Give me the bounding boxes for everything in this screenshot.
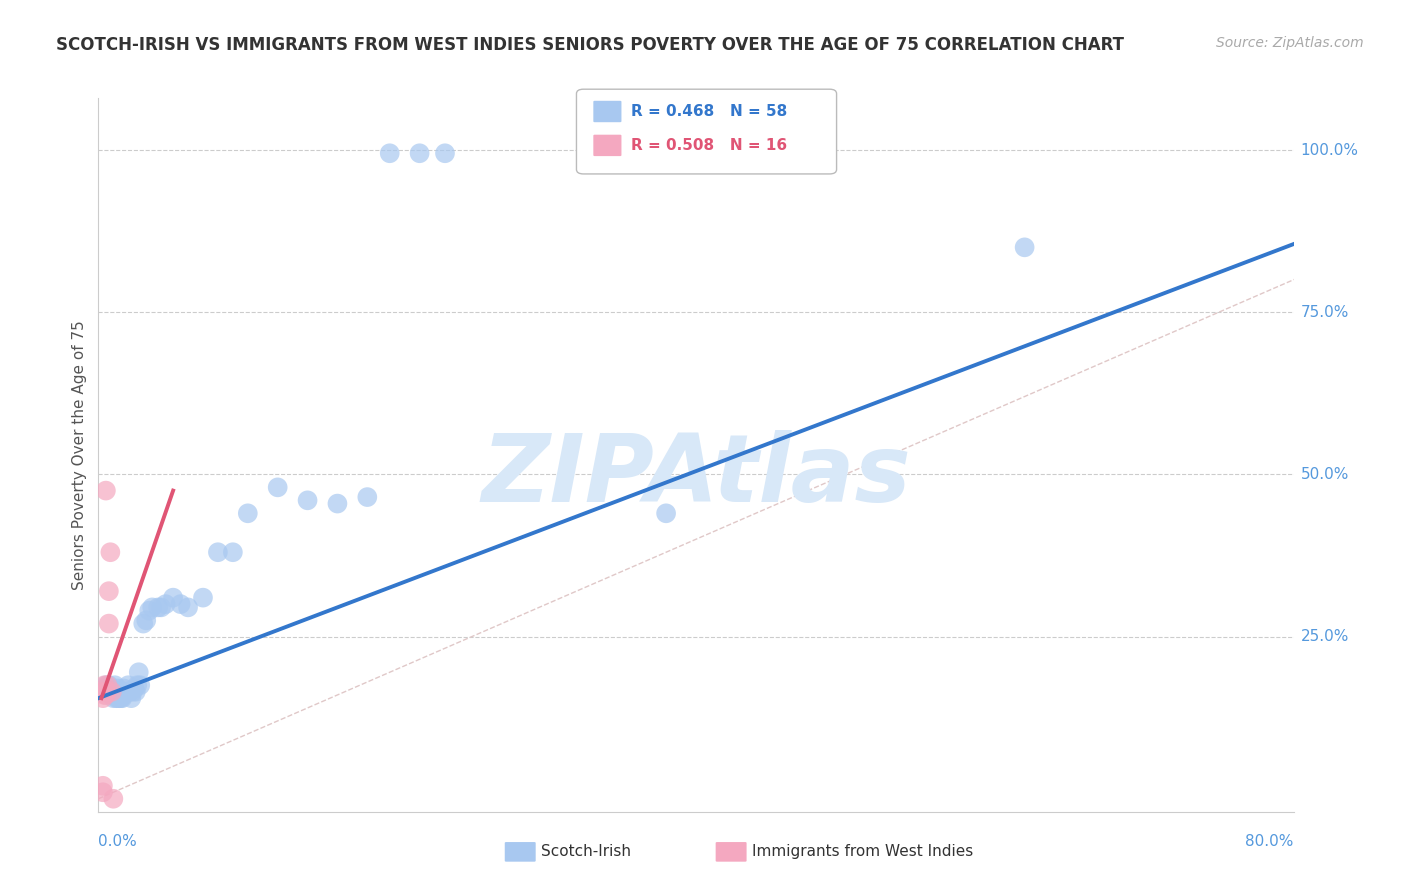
Point <box>94 483 117 498</box>
Point <box>105 684 128 698</box>
Text: 75.0%: 75.0% <box>1301 305 1348 319</box>
Point <box>117 678 139 692</box>
Point <box>97 584 120 599</box>
Y-axis label: Seniors Poverty Over the Age of 75: Seniors Poverty Over the Age of 75 <box>72 320 87 590</box>
Point <box>150 600 173 615</box>
Point <box>408 146 430 161</box>
Point <box>112 681 135 696</box>
Point <box>93 688 115 702</box>
Point <box>124 681 146 696</box>
Text: 100.0%: 100.0% <box>1301 143 1358 158</box>
Point <box>91 779 114 793</box>
Text: Immigrants from West Indies: Immigrants from West Indies <box>752 845 973 859</box>
Point <box>1014 240 1036 254</box>
Point <box>148 600 170 615</box>
Text: 50.0%: 50.0% <box>1301 467 1348 482</box>
Point <box>104 678 127 692</box>
Point <box>94 688 117 702</box>
Point <box>141 600 163 615</box>
Point <box>127 678 149 692</box>
Point <box>118 684 141 698</box>
Point <box>96 678 118 692</box>
Text: 80.0%: 80.0% <box>1246 834 1294 849</box>
Point <box>108 684 131 698</box>
Point <box>434 146 457 161</box>
Point <box>326 497 349 511</box>
Point <box>267 480 290 494</box>
Point <box>91 785 114 799</box>
Point <box>93 678 115 692</box>
Text: 25.0%: 25.0% <box>1301 629 1348 644</box>
Point <box>97 684 120 698</box>
Point <box>155 597 177 611</box>
Point <box>94 681 117 696</box>
Point <box>125 684 148 698</box>
Point <box>162 591 184 605</box>
Point <box>96 684 118 698</box>
Point <box>97 678 120 692</box>
Point <box>110 691 132 706</box>
Point <box>115 684 138 698</box>
Point <box>103 691 125 706</box>
Point <box>107 681 129 696</box>
Point <box>121 684 143 698</box>
Point <box>94 684 117 698</box>
Point <box>94 684 117 698</box>
Point <box>103 791 125 805</box>
Point <box>101 688 124 702</box>
Point <box>104 688 127 702</box>
Point <box>101 684 124 698</box>
Point <box>128 665 150 680</box>
Point <box>297 493 319 508</box>
Point <box>207 545 229 559</box>
Point <box>114 684 136 698</box>
Point <box>111 691 134 706</box>
Point <box>91 691 114 706</box>
Point <box>135 613 157 627</box>
Point <box>655 506 678 520</box>
Point <box>97 616 120 631</box>
Point <box>236 506 259 520</box>
Point <box>117 684 139 698</box>
Point <box>108 691 131 706</box>
Point <box>191 591 214 605</box>
Point <box>107 691 129 706</box>
Point <box>132 616 155 631</box>
Point <box>105 691 128 706</box>
Point <box>107 688 129 702</box>
Point <box>103 684 125 698</box>
Point <box>356 490 378 504</box>
Text: Scotch-Irish: Scotch-Irish <box>541 845 631 859</box>
Point <box>110 684 132 698</box>
Point <box>108 690 131 704</box>
Point <box>91 684 114 698</box>
Point <box>101 684 124 698</box>
Point <box>169 597 191 611</box>
Point <box>98 545 122 559</box>
Point <box>111 690 134 704</box>
Text: 0.0%: 0.0% <box>98 834 138 849</box>
Point <box>120 691 142 706</box>
Text: R = 0.508   N = 16: R = 0.508 N = 16 <box>631 138 787 153</box>
Text: SCOTCH-IRISH VS IMMIGRANTS FROM WEST INDIES SENIORS POVERTY OVER THE AGE OF 75 C: SCOTCH-IRISH VS IMMIGRANTS FROM WEST IND… <box>56 36 1125 54</box>
Point <box>94 678 117 692</box>
Point <box>138 604 160 618</box>
Point <box>222 545 245 559</box>
Text: R = 0.468   N = 58: R = 0.468 N = 58 <box>631 104 787 119</box>
Point <box>129 678 152 692</box>
Point <box>98 681 122 696</box>
Text: Source: ZipAtlas.com: Source: ZipAtlas.com <box>1216 36 1364 50</box>
Point <box>103 688 125 702</box>
Point <box>378 146 401 161</box>
Text: ZIPAtlas: ZIPAtlas <box>481 430 911 523</box>
Point <box>177 600 200 615</box>
